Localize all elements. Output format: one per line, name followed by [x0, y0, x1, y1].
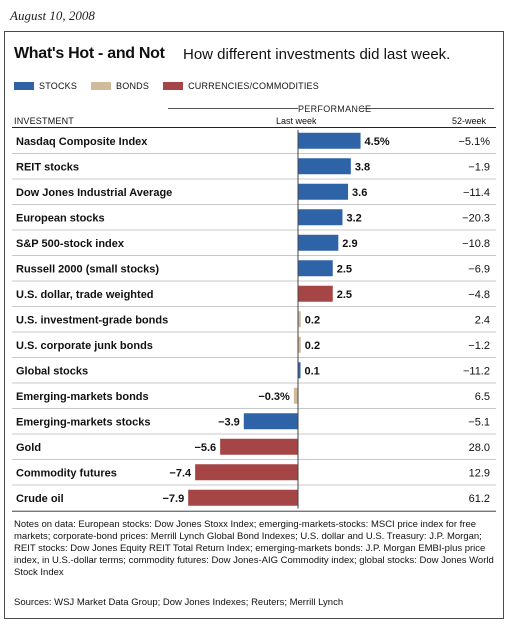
last-week-column-header: Last week [276, 116, 317, 126]
category-label: U.S. corporate junk bonds [16, 340, 153, 352]
value-label: 3.6 [352, 187, 367, 199]
week52-value: −11.4 [463, 187, 490, 199]
legend-label-currencies: CURRENCIES/COMMODITIES [188, 81, 319, 91]
bar [298, 311, 301, 328]
legend-item-stocks: STOCKS [14, 81, 77, 91]
value-label: 3.8 [355, 161, 370, 173]
value-label: 4.5% [365, 136, 390, 148]
bar [298, 209, 343, 226]
bar [298, 132, 361, 149]
value-label: 2.5 [337, 289, 352, 301]
value-label: −3.9 [218, 416, 240, 428]
52-week-column-header: 52-week [452, 116, 487, 126]
value-label: −0.3% [258, 391, 290, 403]
header-rule [12, 127, 496, 128]
notes-text: Notes on data: European stocks: Dow Jone… [14, 519, 494, 578]
week52-value: 2.4 [475, 314, 490, 326]
week52-value: −1.9 [468, 161, 490, 173]
value-label: 0.1 [305, 365, 320, 377]
week52-value: 12.9 [469, 467, 490, 479]
notes-rule [12, 511, 496, 512]
legend-swatch-currencies [163, 82, 184, 90]
sources-text: Sources: WSJ Market Data Group; Dow Jone… [14, 597, 344, 608]
bar [298, 336, 301, 353]
value-label: 0.2 [305, 340, 320, 352]
date-label: August 10, 2008 [10, 8, 95, 23]
bar [298, 183, 349, 200]
category-label: Commodity futures [16, 467, 117, 479]
category-label: Dow Jones Industrial Average [16, 187, 172, 199]
investment-column-header: INVESTMENT [14, 116, 75, 126]
category-label: REIT stocks [16, 161, 79, 173]
category-label: Nasdaq Composite Index [16, 136, 148, 148]
bar [243, 413, 298, 430]
legend-label-bonds: BONDS [116, 81, 150, 91]
legend-item-currencies: CURRENCIES/COMMODITIES [163, 81, 319, 91]
week52-value: 61.2 [469, 493, 490, 505]
legend-label-stocks: STOCKS [39, 81, 78, 91]
week52-value: −6.9 [468, 263, 490, 275]
week52-value: −4.8 [468, 289, 490, 301]
week52-value: −11.2 [463, 365, 490, 377]
category-label: Gold [16, 442, 41, 454]
category-label: U.S. dollar, trade weighted [16, 289, 154, 301]
week52-value: −5.1% [459, 136, 491, 148]
performance-header: PERFORMANCE [298, 104, 372, 114]
category-label: U.S. investment-grade bonds [16, 314, 168, 326]
category-label: Russell 2000 (small stocks) [16, 263, 159, 275]
bar [188, 489, 298, 506]
bar [298, 260, 333, 277]
category-label: Global stocks [16, 365, 88, 377]
performance-rule-right [360, 108, 494, 109]
value-label: −7.9 [162, 493, 184, 505]
performance-rule-left [168, 108, 298, 109]
bar [298, 362, 301, 379]
bar [298, 285, 333, 302]
value-label: 2.9 [342, 238, 357, 250]
bar [195, 464, 298, 481]
week52-value: −20.3 [462, 212, 490, 224]
legend-swatch-stocks [14, 82, 34, 90]
bar [298, 158, 351, 175]
week52-value: −1.2 [468, 340, 490, 352]
legend-swatch-bonds [91, 82, 112, 90]
week52-value: −5.1 [468, 416, 490, 428]
chart-title: What's Hot - and Not [14, 45, 165, 62]
bar [298, 234, 339, 251]
value-label: 0.2 [305, 314, 320, 326]
value-label: −7.4 [169, 467, 192, 479]
value-label: 2.5 [337, 263, 352, 275]
bar [220, 438, 298, 455]
value-label: 3.2 [346, 212, 361, 224]
legend-item-bonds: BONDS [91, 81, 149, 91]
value-label: −5.6 [194, 442, 216, 454]
week52-value: 28.0 [469, 442, 490, 454]
week52-value: 6.5 [475, 391, 490, 403]
category-label: Emerging-markets stocks [16, 416, 151, 428]
chart-subtitle: How different investments did last week. [183, 46, 451, 63]
week52-value: −10.8 [462, 238, 490, 250]
category-label: S&P 500-stock index [16, 238, 125, 250]
legend: STOCKS BONDS CURRENCIES/COMMODITIES [14, 81, 333, 91]
chart-frame [4, 31, 504, 619]
category-label: European stocks [16, 212, 105, 224]
bar [293, 387, 298, 404]
category-label: Crude oil [16, 493, 64, 505]
category-label: Emerging-markets bonds [16, 391, 149, 403]
